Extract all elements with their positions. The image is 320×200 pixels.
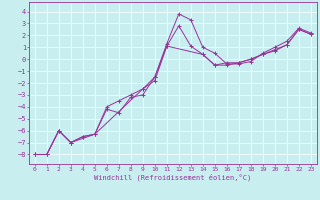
X-axis label: Windchill (Refroidissement éolien,°C): Windchill (Refroidissement éolien,°C) (94, 173, 252, 181)
